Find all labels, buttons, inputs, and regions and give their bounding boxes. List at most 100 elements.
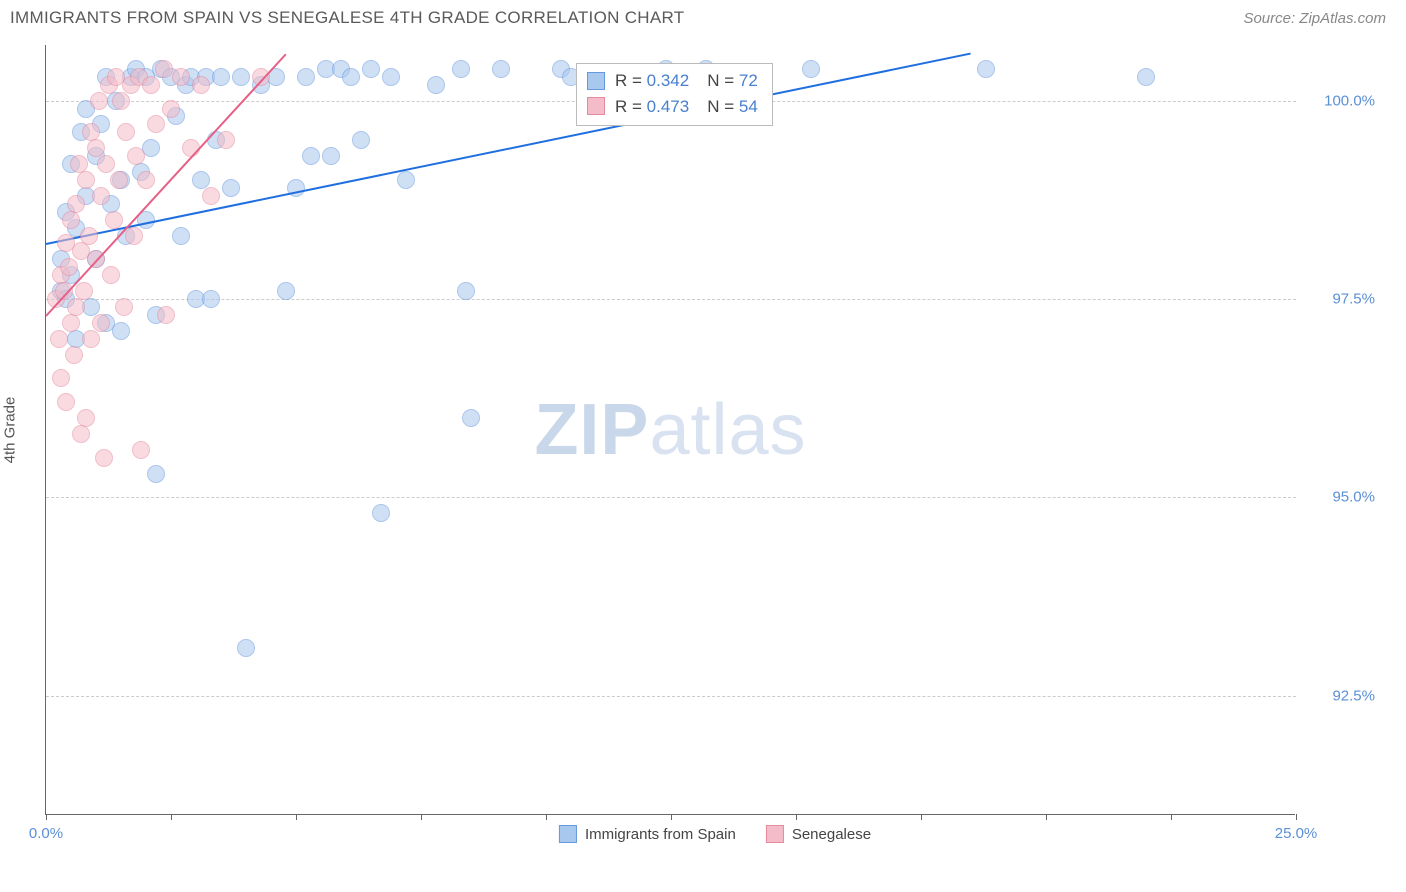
legend-label: Immigrants from Spain xyxy=(585,826,736,843)
x-tick xyxy=(796,814,797,820)
data-point xyxy=(302,147,320,165)
data-point xyxy=(222,179,240,197)
watermark: ZIPatlas xyxy=(534,389,806,471)
data-point xyxy=(452,60,470,78)
series-swatch xyxy=(587,97,605,115)
data-point xyxy=(102,266,120,284)
watermark-bold: ZIP xyxy=(534,390,649,470)
x-tick xyxy=(171,814,172,820)
y-tick-label: 92.5% xyxy=(1305,687,1375,704)
x-tick xyxy=(671,814,672,820)
legend-swatch xyxy=(766,825,784,843)
gridline xyxy=(46,696,1296,697)
data-point xyxy=(237,639,255,657)
stats-row: R = 0.473N = 54 xyxy=(587,94,758,120)
data-point xyxy=(92,314,110,332)
y-tick-label: 95.0% xyxy=(1305,489,1375,506)
data-point xyxy=(157,306,175,324)
x-tick xyxy=(546,814,547,820)
data-point xyxy=(112,92,130,110)
data-point xyxy=(52,369,70,387)
data-point xyxy=(277,282,295,300)
data-point xyxy=(75,282,93,300)
gridline xyxy=(46,299,1296,300)
data-point xyxy=(202,187,220,205)
data-point xyxy=(462,409,480,427)
x-tick xyxy=(921,814,922,820)
data-point xyxy=(142,76,160,94)
data-point xyxy=(90,92,108,110)
legend-label: Senegalese xyxy=(792,826,871,843)
data-point xyxy=(322,147,340,165)
x-tick xyxy=(1046,814,1047,820)
data-point xyxy=(427,76,445,94)
x-tick xyxy=(421,814,422,820)
y-axis-label: 4th Grade xyxy=(2,397,19,464)
data-point xyxy=(80,227,98,245)
x-tick-label: 25.0% xyxy=(1275,825,1318,842)
data-point xyxy=(112,322,130,340)
chart-title: IMMIGRANTS FROM SPAIN VS SENEGALESE 4TH … xyxy=(10,8,684,28)
data-point xyxy=(67,195,85,213)
data-point xyxy=(137,171,155,189)
data-point xyxy=(115,298,133,316)
data-point xyxy=(147,465,165,483)
data-point xyxy=(77,171,95,189)
data-point xyxy=(297,68,315,86)
data-point xyxy=(95,449,113,467)
data-point xyxy=(125,227,143,245)
y-tick-label: 97.5% xyxy=(1305,291,1375,308)
data-point xyxy=(162,100,180,118)
legend-swatch xyxy=(559,825,577,843)
data-point xyxy=(212,68,230,86)
data-point xyxy=(217,131,235,149)
legend-item: Immigrants from Spain xyxy=(559,825,736,843)
data-point xyxy=(977,60,995,78)
stat-n-label: N = 54 xyxy=(707,94,758,120)
data-point xyxy=(802,60,820,78)
chart-container: 4th Grade ZIPatlas 92.5%95.0%97.5%100.0%… xyxy=(45,45,1385,815)
data-point xyxy=(92,187,110,205)
x-tick xyxy=(1296,814,1297,820)
stat-n-label: N = 72 xyxy=(707,68,758,94)
gridline xyxy=(46,497,1296,498)
x-tick xyxy=(46,814,47,820)
data-point xyxy=(110,171,128,189)
plot-area: ZIPatlas 92.5%95.0%97.5%100.0%0.0%25.0%R… xyxy=(45,45,1295,815)
x-tick-label: 0.0% xyxy=(29,825,63,842)
data-point xyxy=(67,298,85,316)
legend: Immigrants from Spain Senegalese xyxy=(559,825,871,843)
x-tick xyxy=(296,814,297,820)
data-point xyxy=(132,441,150,459)
data-point xyxy=(1137,68,1155,86)
stats-row: R = 0.342 N = 72 xyxy=(587,68,758,94)
stat-r-label: R = 0.342 xyxy=(615,68,689,94)
data-point xyxy=(147,115,165,133)
data-point xyxy=(232,68,250,86)
data-point xyxy=(117,123,135,141)
data-point xyxy=(457,282,475,300)
data-point xyxy=(97,155,115,173)
source-attribution: Source: ZipAtlas.com xyxy=(1243,10,1386,27)
watermark-light: atlas xyxy=(649,390,806,470)
data-point xyxy=(342,68,360,86)
data-point xyxy=(382,68,400,86)
y-tick-label: 100.0% xyxy=(1305,92,1375,109)
data-point xyxy=(82,330,100,348)
data-point xyxy=(252,68,270,86)
data-point xyxy=(60,258,78,276)
data-point xyxy=(50,330,68,348)
data-point xyxy=(62,211,80,229)
data-point xyxy=(72,425,90,443)
stats-box: R = 0.342 N = 72R = 0.473N = 54 xyxy=(576,63,773,126)
data-point xyxy=(352,131,370,149)
data-point xyxy=(155,60,173,78)
data-point xyxy=(57,393,75,411)
x-tick xyxy=(1171,814,1172,820)
data-point xyxy=(362,60,380,78)
data-point xyxy=(172,227,190,245)
data-point xyxy=(172,68,190,86)
data-point xyxy=(202,290,220,308)
data-point xyxy=(372,504,390,522)
data-point xyxy=(65,346,83,364)
